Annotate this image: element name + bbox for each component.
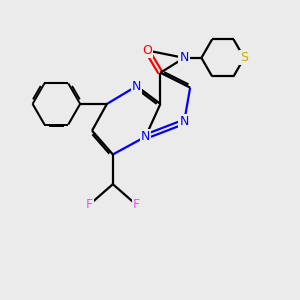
- Text: F: F: [133, 199, 140, 212]
- Text: N: N: [132, 80, 141, 93]
- Text: F: F: [85, 199, 93, 212]
- Text: S: S: [240, 51, 248, 64]
- Text: N: N: [179, 115, 189, 128]
- Text: N: N: [141, 130, 150, 143]
- Text: N: N: [179, 51, 189, 64]
- Text: O: O: [142, 44, 152, 57]
